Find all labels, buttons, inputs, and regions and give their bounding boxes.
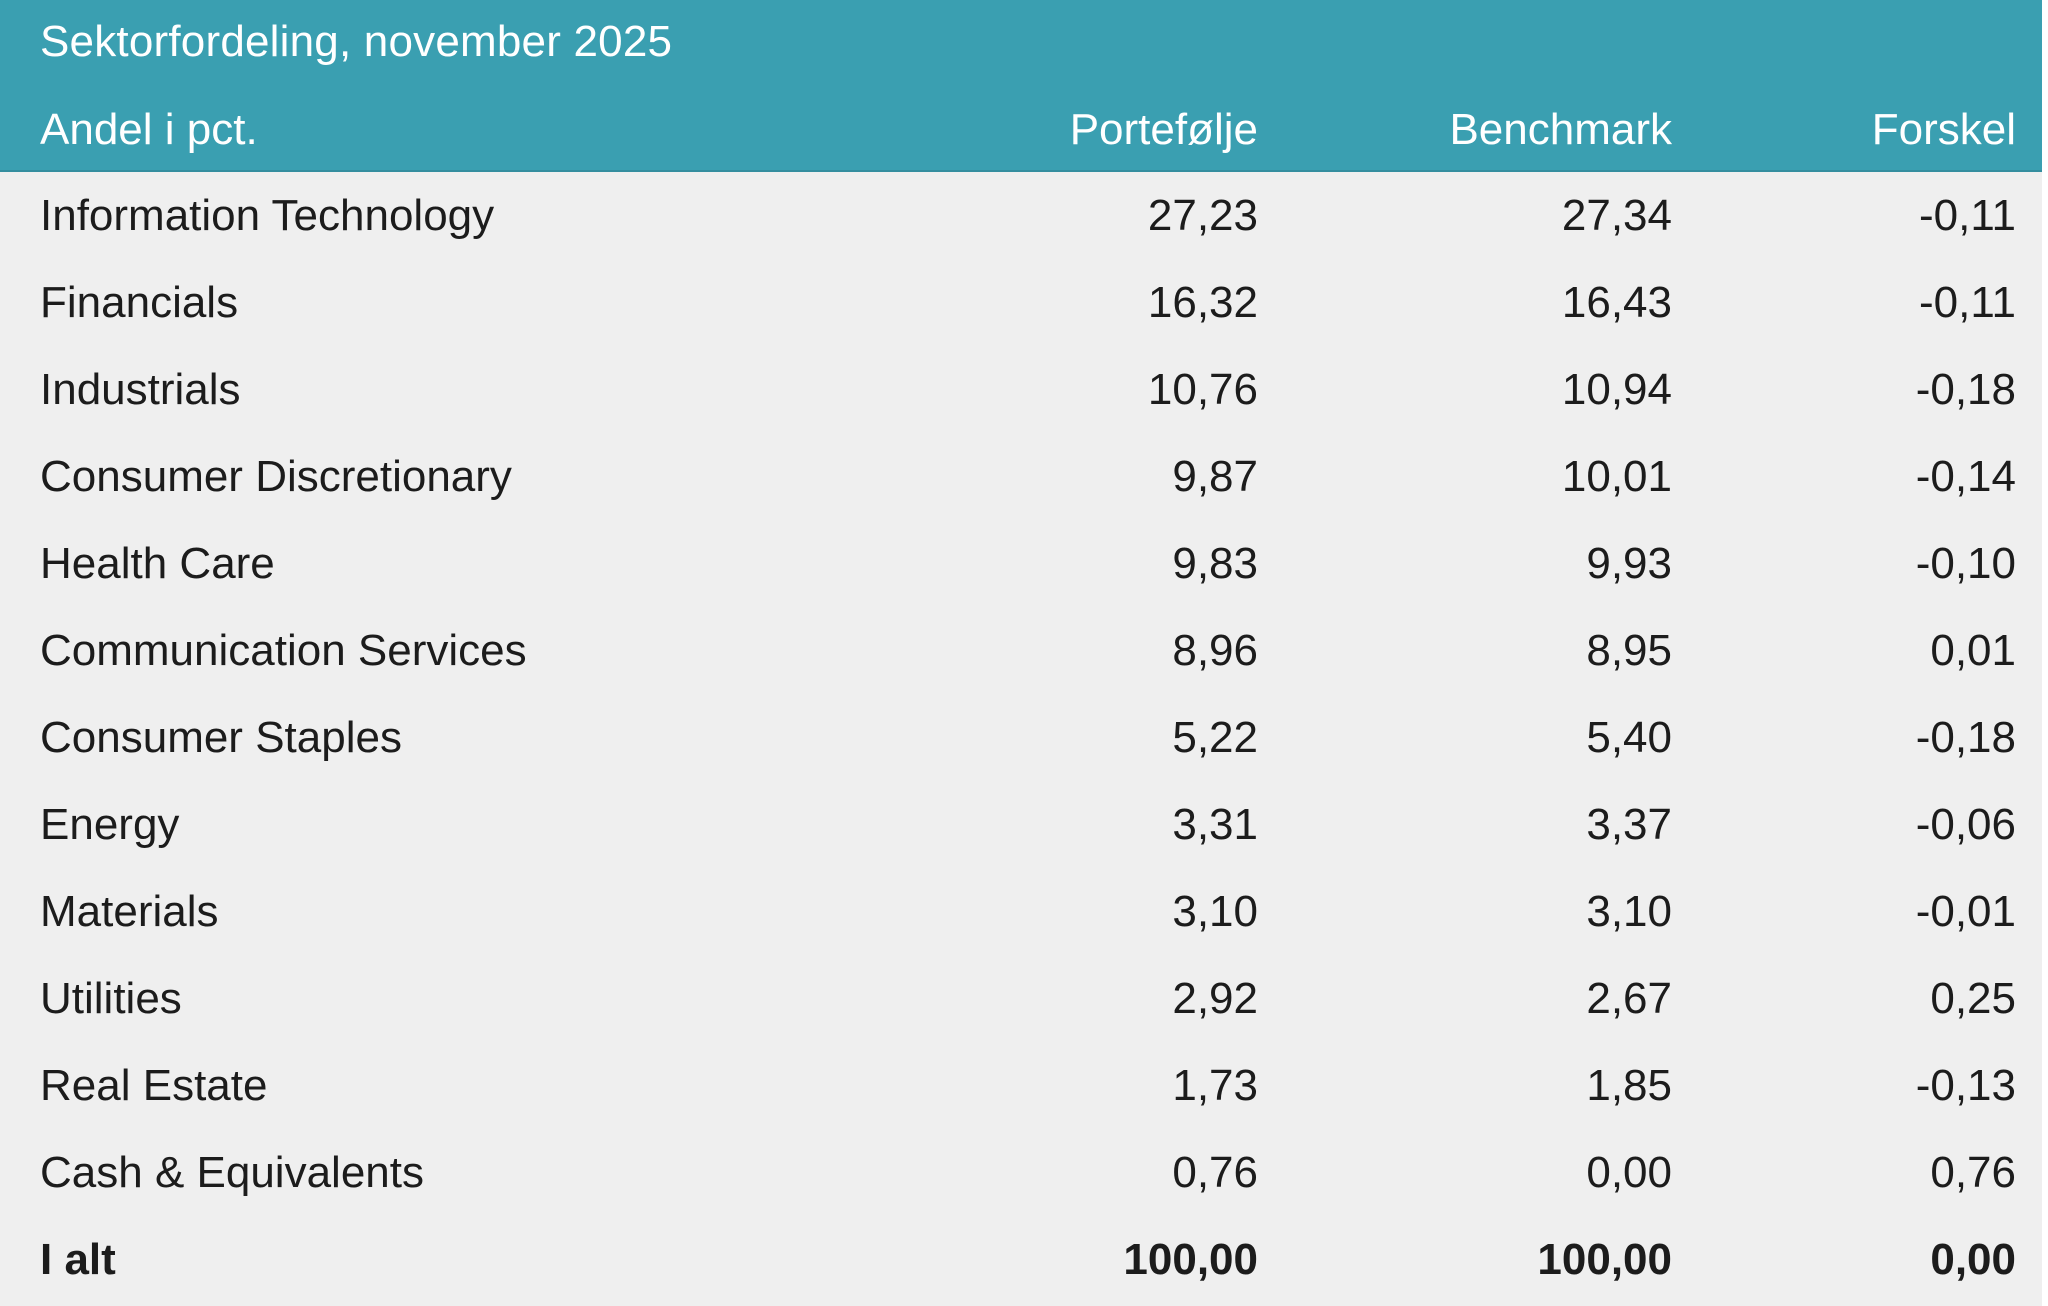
portfolio-value-cell: 9,83 <box>1172 538 1258 588</box>
portfolio-value-cell: 9,87 <box>1172 451 1258 501</box>
table-row: Information Technology 27,23 27,34 -0,11 <box>0 172 2042 259</box>
difference-value-cell: -0,11 <box>1918 277 2016 327</box>
portfolio-value-cell: 100,00 <box>1123 1235 1258 1285</box>
benchmark-value-cell: 100,00 <box>1537 1235 1672 1285</box>
table-title: Sektorfordeling, november 2025 <box>40 17 673 66</box>
sector-name-cell: Communication Services <box>40 625 527 675</box>
difference-value-cell: -0,14 <box>1915 451 2016 501</box>
benchmark-value-cell: 9,93 <box>1586 538 1672 588</box>
portfolio-value-cell: 2,92 <box>1172 974 1258 1024</box>
sector-name-cell: Consumer Staples <box>40 713 402 762</box>
benchmark-value-cell: 10,94 <box>1561 364 1672 414</box>
difference-value-cell: -0,10 <box>1915 538 2016 588</box>
difference-value-cell: 0,01 <box>1930 625 2016 675</box>
sector-name-cell: Utilities <box>40 974 182 1024</box>
table-row: Communication Services 8,96 8,95 0,01 <box>0 607 2042 694</box>
benchmark-value-cell: 3,10 <box>1586 887 1672 937</box>
portfolio-value-cell: 16,32 <box>1147 277 1258 327</box>
sector-name-cell: Real Estate <box>40 1061 268 1111</box>
difference-value-cell: -0,11 <box>1918 190 2016 240</box>
table-body: Information Technology 27,23 27,34 -0,11… <box>0 172 2042 1304</box>
table-header: Sektorfordeling, november 2025 Andel i p… <box>0 0 2042 172</box>
column-header-portfolio: Portefølje <box>1069 105 1258 154</box>
benchmark-value-cell: 10,01 <box>1561 451 1672 501</box>
portfolio-value-cell: 0,76 <box>1172 1148 1258 1198</box>
benchmark-value-cell: 16,43 <box>1561 277 1672 327</box>
table-row: Consumer Staples 5,22 5,40 -0,18 <box>0 694 2042 781</box>
benchmark-value-cell: 1,85 <box>1586 1061 1672 1111</box>
sector-name-cell: Health Care <box>40 538 275 588</box>
benchmark-value-cell: 27,34 <box>1561 190 1672 240</box>
table-row: Real Estate 1,73 1,85 -0,13 <box>0 1043 2042 1130</box>
table-row: Industrials 10,76 10,94 -0,18 <box>0 346 2042 433</box>
table-row: Materials 3,10 3,10 -0,01 <box>0 869 2042 956</box>
difference-value-cell: -0,01 <box>1915 887 2016 937</box>
benchmark-value-cell: 8,95 <box>1586 625 1672 675</box>
column-header-difference: Forskel <box>1871 105 2016 154</box>
portfolio-value-cell: 3,10 <box>1172 887 1258 937</box>
sector-name-cell: Consumer Discretionary <box>40 451 512 501</box>
table-row: Utilities 2,92 2,67 0,25 <box>0 956 2042 1043</box>
table-total-row: I alt 100,00 100,00 0,00 <box>0 1217 2042 1304</box>
table-row: Health Care 9,83 9,93 -0,10 <box>0 520 2042 607</box>
table-row: Financials 16,32 16,43 -0,11 <box>0 259 2042 346</box>
sector-name-cell: Financials <box>40 277 239 327</box>
sector-name-cell: Materials <box>40 887 219 937</box>
portfolio-value-cell: 10,76 <box>1147 364 1258 414</box>
column-header-benchmark: Benchmark <box>1449 105 1672 154</box>
sector-name-cell: Industrials <box>40 364 241 414</box>
table-row: Consumer Discretionary 9,87 10,01 -0,14 <box>0 433 2042 520</box>
portfolio-value-cell: 27,23 <box>1147 190 1258 240</box>
benchmark-value-cell: 2,67 <box>1586 974 1672 1024</box>
sector-name-cell: Cash & Equivalents <box>40 1148 424 1198</box>
difference-value-cell: -0,13 <box>1915 1061 2016 1111</box>
sector-name-cell: Information Technology <box>40 190 495 240</box>
table-row: Cash & Equivalents 0,76 0,00 0,76 <box>0 1130 2042 1217</box>
portfolio-value-cell: 3,31 <box>1172 800 1258 850</box>
difference-value-cell: 0,00 <box>1930 1235 2016 1285</box>
portfolio-value-cell: 5,22 <box>1172 713 1258 762</box>
difference-value-cell: -0,18 <box>1915 713 2016 762</box>
difference-value-cell: 0,76 <box>1930 1148 2016 1198</box>
sector-name-cell: Energy <box>40 800 180 850</box>
benchmark-value-cell: 5,40 <box>1586 713 1672 762</box>
portfolio-value-cell: 8,96 <box>1172 625 1258 675</box>
difference-value-cell: -0,06 <box>1915 800 2016 850</box>
benchmark-value-cell: 3,37 <box>1586 800 1672 850</box>
sector-name-cell: I alt <box>40 1235 116 1285</box>
column-header-share-pct: Andel i pct. <box>40 105 258 154</box>
difference-value-cell: -0,18 <box>1915 364 2016 414</box>
portfolio-value-cell: 1,73 <box>1172 1061 1258 1111</box>
difference-value-cell: 0,25 <box>1930 974 2016 1024</box>
column-header-row: Andel i pct. Portefølje Benchmark Forske… <box>0 104 2042 156</box>
table-row: Energy 3,31 3,37 -0,06 <box>0 782 2042 869</box>
benchmark-value-cell: 0,00 <box>1586 1148 1672 1198</box>
